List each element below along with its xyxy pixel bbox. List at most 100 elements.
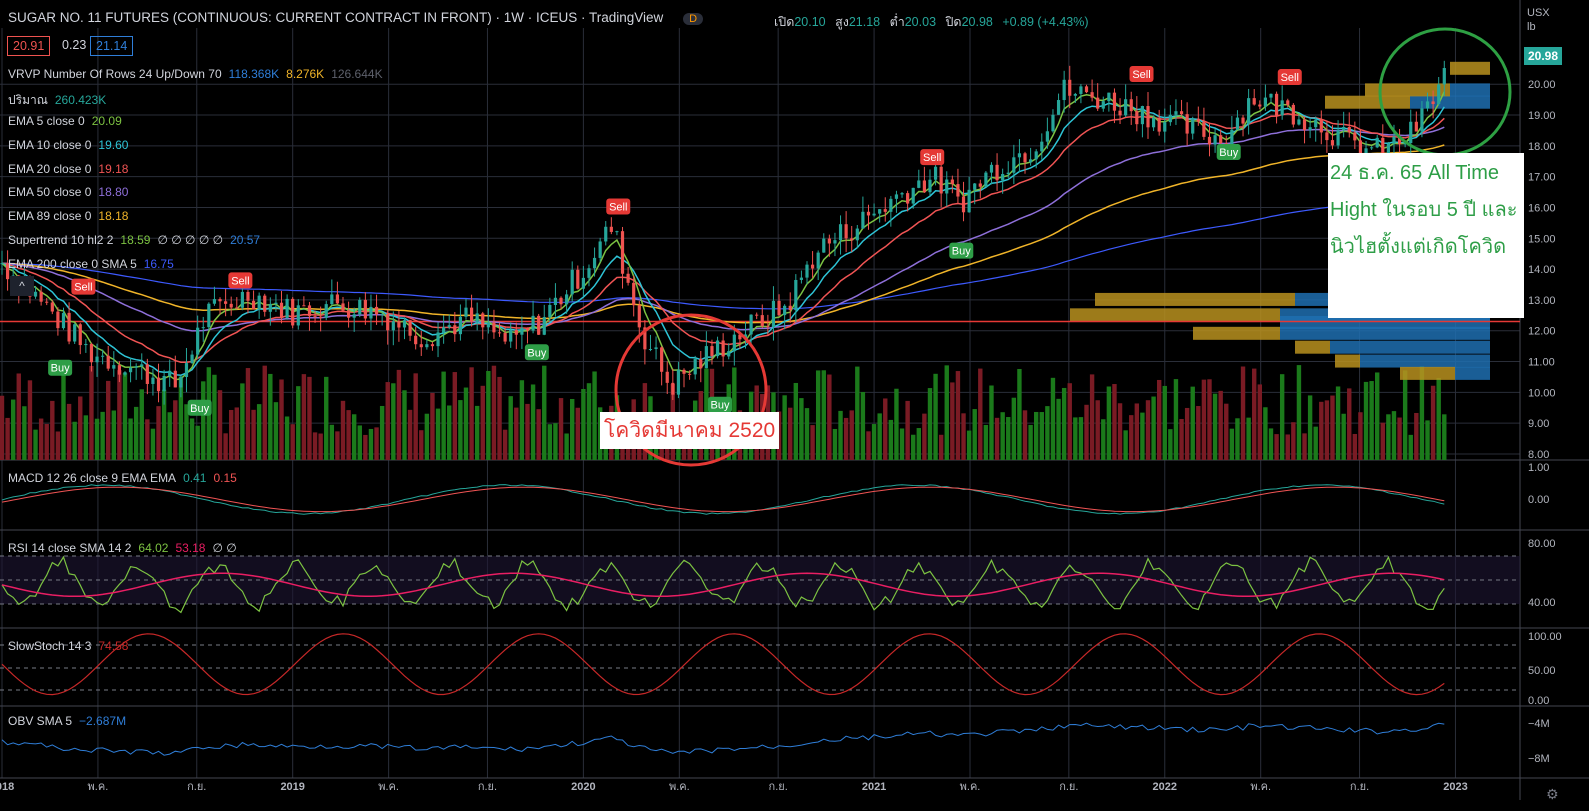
rsi-line — [1, 555, 1445, 614]
candle-body — [95, 356, 99, 363]
sell-signal — [228, 272, 253, 289]
stoch-legend[interactable]: SlowStoch 14 3 74.58 — [8, 639, 135, 653]
volume-bar — [827, 374, 832, 460]
volume-bar — [83, 415, 89, 460]
close-value: 20.98 — [961, 15, 993, 29]
obv-legend[interactable]: OBV SMA 5 −2.687M — [8, 714, 133, 728]
candle-body — [928, 179, 932, 193]
x-tick-label: พ.ค. — [669, 781, 690, 793]
indicator-value: 18.59 — [120, 233, 151, 247]
x-tick-label: ก.ย. — [769, 781, 788, 793]
candle-body — [391, 321, 395, 331]
candle-body — [1302, 119, 1307, 131]
volume-bar — [1134, 403, 1140, 460]
candle-body — [224, 301, 228, 304]
volume-profile-down — [1193, 326, 1280, 340]
indicator-legend[interactable]: EMA 89 close 0 18.18 — [8, 209, 135, 223]
candle-body — [1370, 147, 1374, 149]
buy-price-box[interactable]: 21.14 — [90, 36, 134, 56]
indicator-legend[interactable]: ปริมาณ 260.423K — [8, 91, 113, 110]
candle-body — [604, 226, 608, 242]
candle-body — [615, 231, 619, 233]
ath-annotation: 24 ธ.ค. 65 All Time Hight ในรอบ 5 ปี และ… — [1328, 153, 1524, 318]
close-label: ปิด — [945, 15, 962, 29]
volume-bar — [284, 416, 290, 460]
candle-body — [850, 238, 854, 241]
indicator-value: 19.60 — [98, 138, 129, 152]
candle-body — [1230, 129, 1234, 147]
volume-bar — [312, 432, 318, 460]
volume-bar — [1073, 417, 1078, 460]
candle-body — [688, 373, 692, 375]
candle-body — [162, 375, 166, 392]
candle-body — [1056, 100, 1061, 115]
candle-body — [123, 372, 127, 375]
volume-bar — [815, 370, 821, 460]
low-label: ต่ำ — [889, 15, 905, 29]
volume-bar — [184, 404, 189, 460]
volume-profile-down — [1335, 354, 1360, 368]
obv-line — [1, 722, 1445, 756]
volume-bar — [262, 365, 267, 460]
volume-bar — [542, 365, 547, 460]
volume-bar — [530, 384, 536, 460]
sell-signal-label: Sell — [923, 152, 941, 164]
volume-bar — [793, 382, 799, 460]
candle-body — [984, 172, 988, 187]
volume-bar — [16, 373, 21, 460]
symbol-title[interactable]: SUGAR NO. 11 FUTURES (CONTINUOUS: CURREN… — [8, 10, 664, 25]
indicator-name: VRVP Number Of Rows 24 Up/Down 70 — [8, 67, 222, 81]
volume-bar — [877, 413, 882, 460]
candle-body — [1409, 121, 1413, 144]
candle-body — [481, 313, 485, 328]
volume-bar — [441, 371, 446, 460]
y-tick-label: 8.00 — [1528, 449, 1549, 461]
x-tick-label: 2018 — [0, 781, 14, 793]
candle-body — [922, 180, 926, 193]
indicator-legend[interactable]: EMA 10 close 0 19.60 — [8, 138, 135, 152]
volume-bar — [111, 410, 117, 460]
collapse-legend-button[interactable]: ^ — [10, 276, 34, 296]
candle-body — [727, 351, 731, 357]
indicator-legend[interactable]: VRVP Number Of Rows 24 Up/Down 70 118.368… — [8, 67, 390, 81]
candle-body — [1118, 110, 1122, 116]
candle-body — [425, 344, 429, 348]
macd-legend[interactable]: MACD 12 26 close 9 EMA EMA 0.41 0.15 — [8, 471, 244, 485]
buy-signal-label: Buy — [711, 400, 730, 412]
candle-body — [1291, 104, 1295, 125]
candle-body — [1414, 121, 1418, 132]
volume-bar — [922, 413, 927, 460]
settings-gear-icon[interactable]: ⚙ — [1546, 786, 1559, 802]
volume-bar — [150, 428, 156, 460]
candle-body — [632, 282, 636, 306]
sell-price-box[interactable]: 20.91 — [7, 36, 51, 56]
candle-body — [973, 183, 977, 190]
candle-body — [755, 314, 759, 316]
candle-body — [374, 306, 379, 315]
candle-body — [620, 231, 625, 274]
candle-body — [1274, 93, 1279, 116]
indicator-legend[interactable]: EMA 50 close 0 18.80 — [8, 185, 135, 199]
candle-body — [257, 295, 261, 310]
candle-body — [408, 320, 412, 336]
volume-bar — [89, 366, 94, 460]
candle-body — [1420, 108, 1424, 132]
candle-body — [246, 291, 250, 301]
candle-body — [1124, 99, 1128, 116]
candle-body — [989, 164, 994, 173]
volume-bar — [961, 413, 966, 460]
indicator-legend[interactable]: EMA 5 close 0 20.09 — [8, 114, 129, 128]
rsi-legend[interactable]: RSI 14 close SMA 14 2 64.02 53.18 ∅ ∅ — [8, 541, 244, 555]
volume-bar — [318, 433, 323, 460]
volume-profile-down — [1095, 292, 1295, 306]
candle-body — [268, 303, 272, 312]
candle-body — [1112, 92, 1117, 111]
candle-body — [542, 317, 546, 335]
indicator-legend[interactable]: Supertrend 10 hl2 2 18.59 ∅ ∅ ∅ ∅ ∅ 20.57 — [8, 233, 267, 247]
volume-bar — [536, 409, 541, 460]
candle-body — [201, 327, 205, 329]
indicator-legend[interactable]: EMA 20 close 0 19.18 — [8, 162, 135, 176]
axis-unit[interactable]: USX lb — [1527, 6, 1550, 34]
indicator-legend[interactable]: EMA 200 close 0 SMA 5 16.75 — [8, 257, 181, 271]
